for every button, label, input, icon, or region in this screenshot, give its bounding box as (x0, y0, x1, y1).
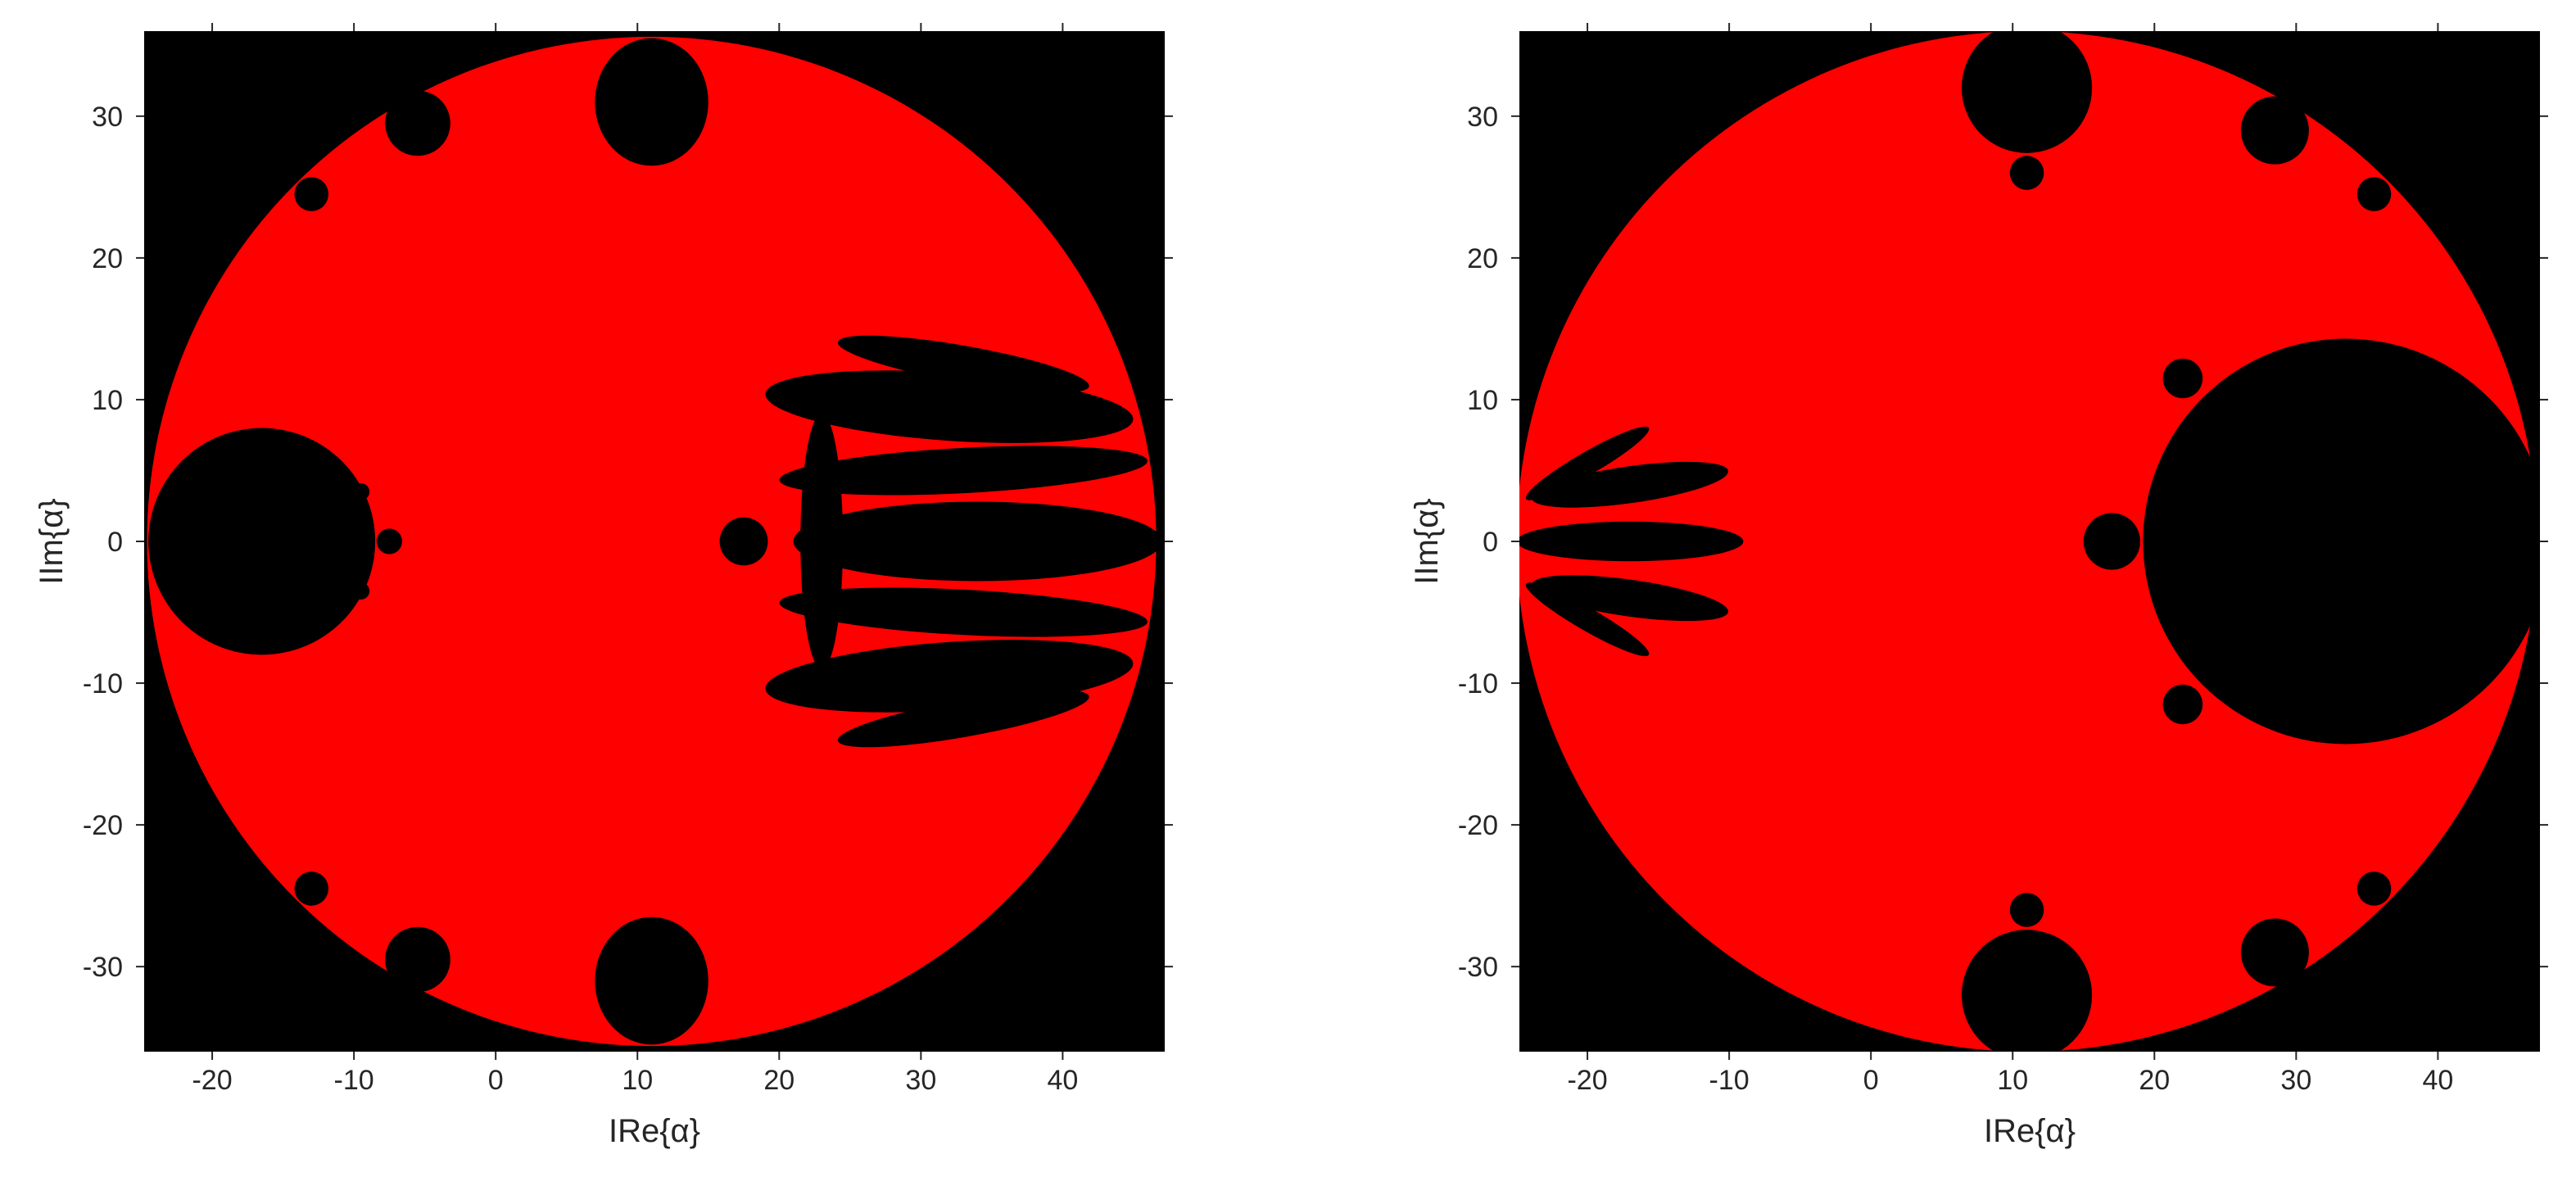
y-tick-label: -20 (83, 810, 123, 841)
fractal-clip (147, 36, 1162, 1047)
fractal-image (147, 36, 1162, 1047)
x-tick-label: -20 (192, 1065, 232, 1096)
x-axis-label: IRe{α} (609, 1113, 700, 1149)
y-tick-label: -10 (1458, 668, 1498, 699)
x-tick-label: 30 (2280, 1065, 2311, 1096)
x-tick-label: -10 (1709, 1065, 1750, 1096)
x-tick-label: -10 (334, 1065, 374, 1096)
y-tick-label: 0 (1483, 527, 1498, 558)
y-tick-label: 10 (1467, 385, 1498, 416)
x-tick-label: 40 (1047, 1065, 1078, 1096)
fractal-image (1519, 31, 2540, 1052)
y-tick-label: -20 (1458, 810, 1498, 841)
x-tick-label: 40 (2422, 1065, 2453, 1096)
y-tick-label: 30 (92, 102, 123, 133)
x-tick-label: 0 (488, 1065, 504, 1096)
y-tick-label: 30 (1467, 102, 1498, 133)
x-axis-label: IRe{α} (1984, 1113, 2076, 1149)
y-tick-label: -30 (1458, 952, 1498, 983)
y-axis-label: IIm{α} (34, 498, 70, 584)
axes-right (1519, 31, 2540, 1052)
y-tick-label: 0 (107, 527, 123, 558)
y-tick-label: 20 (1467, 243, 1498, 274)
y-tick-label: -30 (83, 952, 123, 983)
y-axis-label: IIm{α} (1409, 498, 1445, 584)
x-tick-label: 30 (905, 1065, 936, 1096)
x-tick-label: 20 (2139, 1065, 2170, 1096)
x-tick-label: 20 (763, 1065, 795, 1096)
x-tick-label: -20 (1567, 1065, 1607, 1096)
y-tick-label: 10 (92, 385, 123, 416)
fractal-clip (1519, 31, 2540, 1052)
x-tick-label: 10 (1997, 1065, 2028, 1096)
y-tick-label: -10 (83, 668, 123, 699)
axes-left (144, 31, 1165, 1052)
x-tick-label: 10 (622, 1065, 653, 1096)
y-tick-label: 20 (92, 243, 123, 274)
x-tick-label: 0 (1863, 1065, 1879, 1096)
